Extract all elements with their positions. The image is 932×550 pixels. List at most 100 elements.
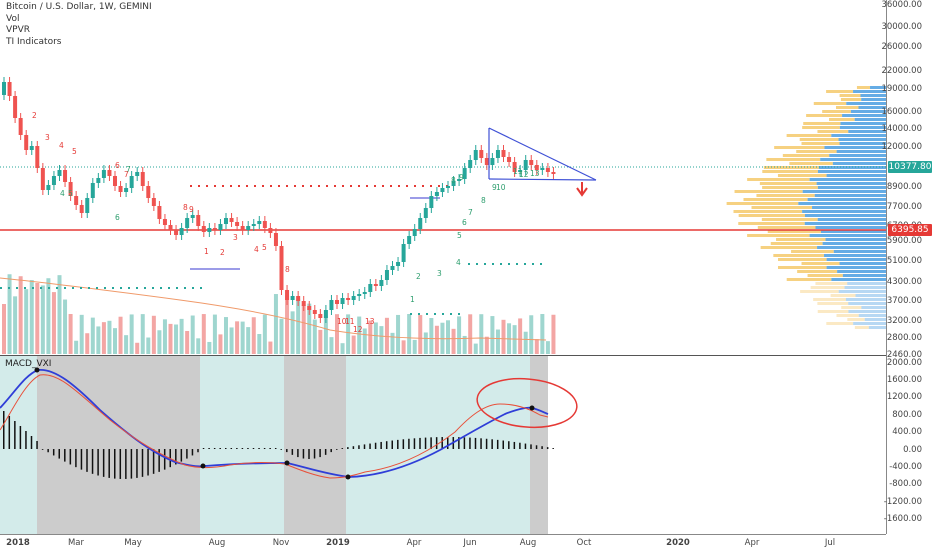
volume-bar (357, 316, 362, 354)
volume-bar (129, 314, 134, 354)
time-axis[interactable]: 2018 Mar May Aug Nov 2019 Apr Jun Aug Oct 2020 Apr J… (6, 538, 835, 548)
volume-bar (479, 314, 484, 354)
time-tick-label: Mar (68, 538, 85, 548)
volume-bar (340, 343, 345, 354)
vpvr-buy-bar (844, 286, 886, 289)
vpvr-sell-bar (774, 146, 825, 149)
candle-body (523, 160, 528, 170)
triangle-pattern[interactable] (488, 127, 597, 181)
volume-bar (79, 314, 84, 354)
td-count-red: 13 (365, 317, 375, 326)
candle-body (35, 146, 40, 168)
time-tick-label: Nov (273, 538, 290, 548)
volume-bar (335, 314, 339, 354)
candle-body (7, 82, 12, 96)
candle-body (540, 168, 545, 170)
macd-histogram-bar (530, 444, 532, 449)
macd-tick-label: -400.00 (889, 462, 922, 472)
vpvr-sell-bar (800, 290, 839, 293)
volume-bar (490, 316, 495, 354)
macd-histogram-bar (480, 438, 482, 449)
highlight-circle[interactable] (475, 375, 579, 432)
macd-axis[interactable]: 2000.00 1600.00 1200.00 800.00 400.00 0.00 -40… (884, 358, 922, 524)
macd-histogram-bar (108, 449, 110, 478)
volume-bar (7, 274, 12, 354)
td-count-green: 3 (437, 269, 442, 278)
volume-bar (534, 339, 539, 354)
candle-body (307, 306, 312, 310)
volume-bar (174, 324, 179, 354)
candle-body (273, 233, 278, 246)
macd-histogram-bar (47, 449, 49, 453)
vpvr-buy-bar (858, 314, 886, 317)
candle-body (379, 280, 384, 286)
symbol-title[interactable]: Bitcoin / U.S. Dollar, 1W, GEMINI (6, 2, 152, 12)
macd-histogram-bar (269, 448, 271, 449)
macd-histogram-bar (197, 449, 199, 453)
vpvr-sell-bar (776, 238, 826, 241)
candle-body (57, 170, 62, 176)
indicator-ti[interactable]: TI Indicators (6, 36, 62, 47)
volume-bar (379, 326, 384, 354)
td-count-green: 1 (410, 295, 415, 304)
price-tick-label: 19000.00 (881, 84, 922, 94)
vpvr-sell-bar (773, 254, 825, 257)
td-count-red: 4 (254, 245, 259, 254)
macd-histogram-bar (413, 438, 416, 449)
vpvr-sell-bar (836, 106, 859, 109)
macd-histogram-bar (430, 437, 432, 449)
candlestick-series[interactable] (2, 77, 556, 323)
vpvr-buy-bar (853, 322, 886, 325)
macd-histogram-bar (324, 449, 327, 455)
volume-bar (412, 339, 417, 354)
volume-bar (224, 317, 228, 354)
macd-histogram-bar (3, 411, 5, 449)
vpvr-sell-bar (810, 286, 845, 289)
price-tick-label: 3200.00 (887, 316, 922, 326)
volume-bar (190, 315, 195, 354)
price-tick-label: 2460.00 (887, 350, 922, 360)
volume-bar (384, 317, 389, 354)
macd-histogram-bar (64, 449, 66, 462)
macd-histogram-bar (380, 441, 382, 449)
td-count-red: 11 (345, 317, 355, 326)
macd-pane-label[interactable]: MACD_VXI (5, 359, 52, 369)
indicator-vpvr[interactable]: VPVR (6, 25, 30, 35)
macd-histogram-bar (175, 449, 177, 465)
macd-tick-label: -1200.00 (884, 497, 922, 507)
candle-body (468, 160, 473, 168)
macd-histogram-bar (347, 447, 349, 449)
vpvr-sell-bar (760, 246, 818, 249)
vpvr-sell-bar (791, 250, 834, 253)
volume-bar (151, 315, 156, 354)
volume-bar (257, 334, 262, 354)
volume-bar (185, 330, 190, 354)
candle-body (185, 218, 190, 228)
vpvr-sell-bar (786, 134, 832, 137)
vpvr-sell-bar (762, 170, 818, 173)
candle-body (362, 292, 367, 294)
candle-body (279, 246, 284, 290)
vpvr-buy-bar (860, 94, 886, 97)
macd-histogram-bar (491, 439, 493, 449)
candle-body (423, 208, 428, 218)
candle-body (101, 170, 106, 178)
macd-histogram-bar (230, 448, 233, 449)
candle-body (346, 298, 351, 300)
macd-histogram-bar (424, 437, 427, 449)
price-axis[interactable]: 36000.00 30000.00 26000.00 22000.00 19000.00… (881, 0, 922, 360)
time-tick-label: 2020 (666, 538, 690, 548)
time-tick-label: Oct (577, 538, 592, 548)
candle-body (401, 244, 406, 262)
macd-histogram-bar (286, 449, 288, 453)
volume-bar (246, 327, 251, 354)
indicator-vol[interactable]: Vol (6, 13, 20, 24)
candle-body (335, 300, 339, 304)
volume-bar (312, 319, 317, 354)
td-count-red: 10 (337, 317, 347, 326)
candle-body (473, 150, 478, 160)
candle-body (329, 300, 334, 310)
vpvr-buy-bar (816, 182, 886, 185)
volume-bar (29, 280, 34, 354)
